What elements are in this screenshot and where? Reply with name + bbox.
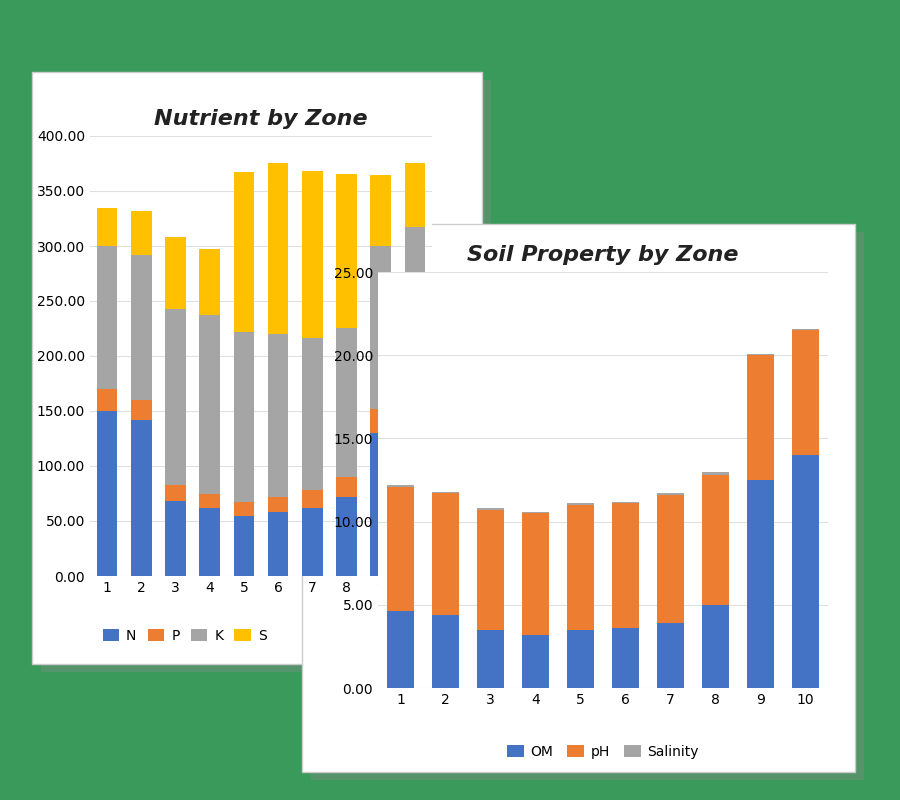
Bar [337, 329, 356, 477]
Bar [702, 475, 729, 605]
Bar [522, 514, 549, 634]
Bar [387, 611, 414, 688]
Bar [97, 389, 117, 411]
Bar [477, 510, 504, 630]
Bar [234, 172, 254, 332]
Bar [337, 174, 356, 329]
Bar [747, 354, 774, 355]
Title: Soil Property by Zone: Soil Property by Zone [467, 245, 739, 265]
Bar [522, 512, 549, 514]
Bar [268, 334, 288, 497]
Bar [792, 455, 819, 688]
Bar [234, 502, 254, 515]
Bar [477, 630, 504, 688]
Bar [371, 174, 391, 246]
Bar [612, 628, 639, 688]
Bar [234, 332, 254, 502]
Bar [302, 171, 322, 338]
Legend: OM, pH, Salinity: OM, pH, Salinity [501, 739, 705, 764]
Bar [268, 512, 288, 576]
Bar [97, 411, 117, 576]
Bar [166, 237, 185, 309]
Bar [792, 330, 819, 455]
Bar [432, 614, 459, 688]
Title: Nutrient by Zone: Nutrient by Zone [154, 109, 368, 129]
Bar [200, 508, 220, 576]
Bar [337, 477, 356, 497]
Bar [567, 503, 594, 505]
Bar [166, 501, 185, 576]
Bar [405, 394, 425, 417]
Bar [432, 492, 459, 494]
Bar [302, 490, 322, 508]
Bar [337, 497, 356, 576]
Bar [97, 246, 117, 389]
Bar [302, 508, 322, 576]
Bar [371, 246, 391, 409]
Bar [131, 400, 151, 420]
Bar [657, 623, 684, 688]
Bar [522, 634, 549, 688]
Bar [432, 494, 459, 614]
Bar [200, 250, 220, 315]
Bar [567, 505, 594, 630]
Bar [612, 502, 639, 503]
Bar [567, 630, 594, 688]
Bar [702, 605, 729, 688]
Bar [702, 472, 729, 475]
Bar [612, 503, 639, 628]
Bar [371, 433, 391, 576]
Bar [405, 417, 425, 576]
Bar [792, 329, 819, 330]
Bar [131, 210, 151, 254]
Bar [747, 355, 774, 480]
Bar [166, 309, 185, 485]
Bar [268, 163, 288, 334]
Bar [97, 207, 117, 246]
Bar [200, 494, 220, 508]
Bar [657, 494, 684, 495]
Bar [200, 315, 220, 494]
Bar [387, 485, 414, 486]
Bar [302, 338, 322, 490]
Bar [131, 254, 151, 400]
Bar [657, 495, 684, 623]
Legend: N, P, K, S: N, P, K, S [97, 623, 273, 648]
Bar [166, 485, 185, 501]
Bar [268, 497, 288, 512]
Bar [234, 515, 254, 576]
Bar [405, 227, 425, 394]
Bar [371, 409, 391, 433]
Bar [131, 420, 151, 576]
Bar [405, 163, 425, 227]
Bar [747, 480, 774, 688]
Bar [387, 486, 414, 611]
Bar [477, 508, 504, 510]
